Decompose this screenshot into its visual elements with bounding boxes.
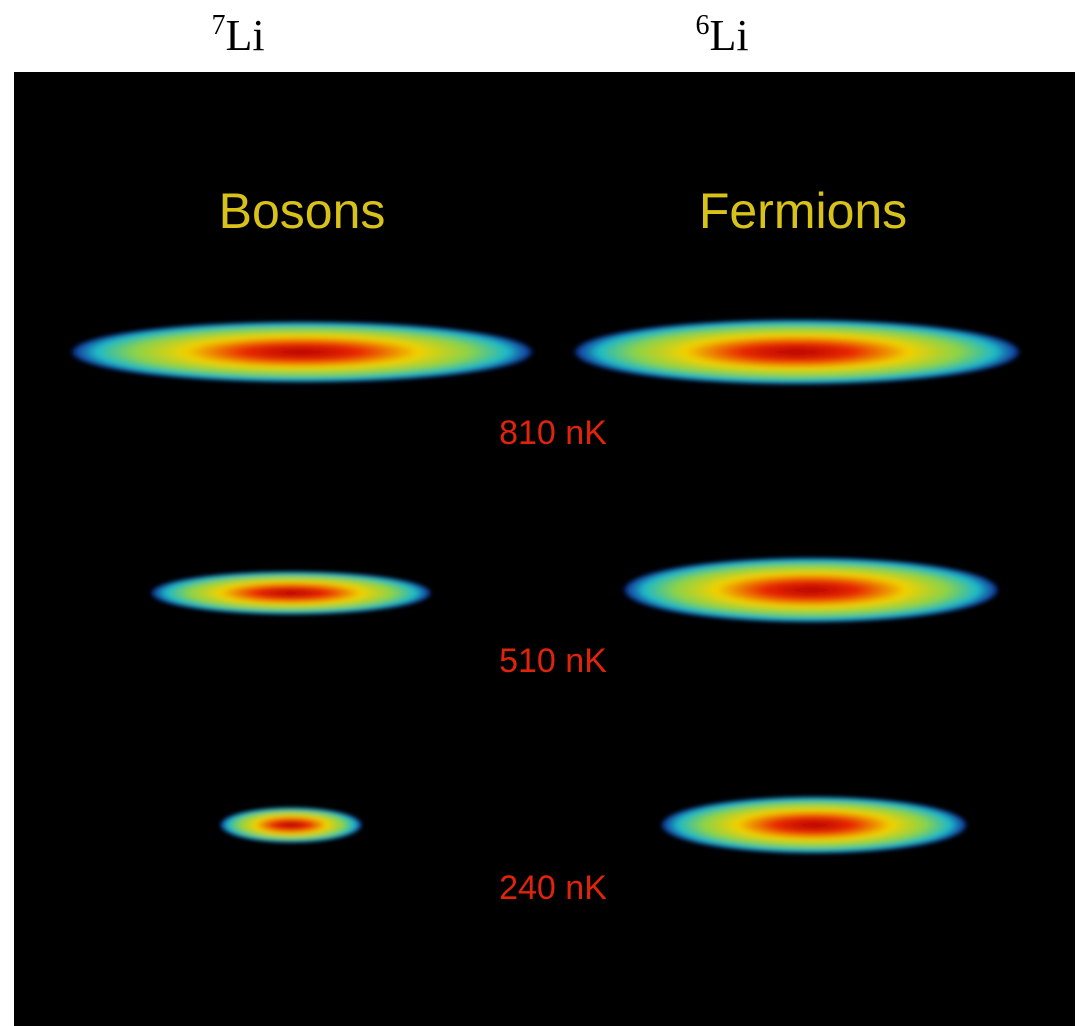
element-symbol: Li <box>709 11 748 60</box>
temperature-label: 810 nK <box>499 414 607 452</box>
temperature-label: 510 nK <box>499 642 607 680</box>
atom-cloud <box>149 571 433 615</box>
image-background <box>14 72 1075 1026</box>
column-label: Bosons <box>219 183 386 239</box>
column-label: Fermions <box>699 183 907 239</box>
atom-cloud <box>571 319 1023 385</box>
atom-cloud <box>68 321 536 383</box>
atom-cloud <box>621 557 1001 623</box>
clouds <box>68 319 1023 854</box>
mass-number: 6 <box>695 10 709 41</box>
element-symbol: Li <box>225 11 264 60</box>
mass-number: 7 <box>211 10 225 41</box>
isotope-header: 6Li <box>695 10 748 60</box>
atom-cloud <box>659 796 969 854</box>
atom-cloud <box>219 807 363 843</box>
isotope-header: 7Li <box>211 10 264 60</box>
temperature-label: 240 nK <box>499 869 607 907</box>
